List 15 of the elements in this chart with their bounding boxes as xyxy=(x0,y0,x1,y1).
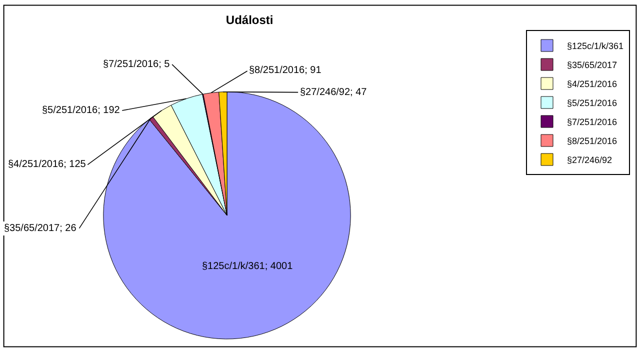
legend-label: §125c/1/k/361 xyxy=(567,41,624,52)
legend-label: §5/251/2016 xyxy=(567,98,618,108)
data-label: §8/251/2016; 91 xyxy=(249,65,322,76)
legend-label: §8/251/2016 xyxy=(567,136,618,146)
legend-label: §27/246/92 xyxy=(567,155,612,166)
data-label: §5/251/2016; 192 xyxy=(42,105,120,116)
data-label: §125c/1/k/361; 4001 xyxy=(202,261,294,272)
data-label: §27/246/92; 47 xyxy=(300,87,368,98)
data-label: §4/251/2016; 125 xyxy=(8,159,86,170)
data-label: §35/65/2017; 26 xyxy=(4,223,77,234)
legend-label: §35/65/2017 xyxy=(567,60,618,70)
chart-title: Události xyxy=(226,13,274,28)
legend-label: §7/251/2016 xyxy=(567,117,618,128)
data-label: §7/251/2016; 5 xyxy=(103,59,170,70)
legend-label: §4/251/2016 xyxy=(567,79,618,90)
